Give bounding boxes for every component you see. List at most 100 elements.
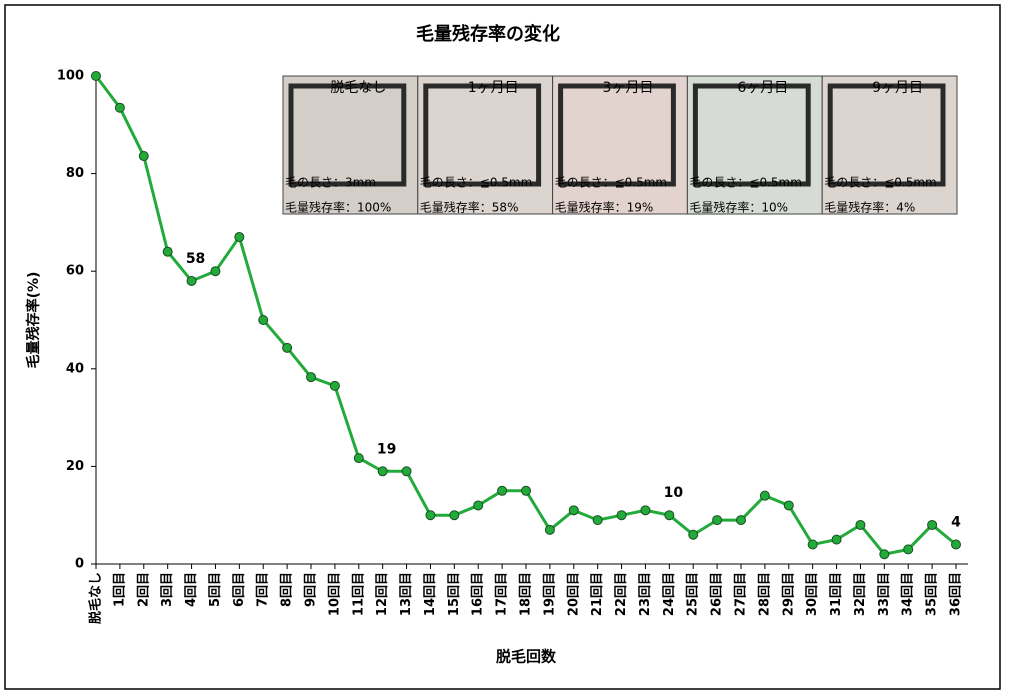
- data-point: [927, 519, 938, 530]
- photo-frame: [558, 83, 676, 187]
- photo-rate: 毛量残存率：58%: [420, 200, 519, 215]
- photo-frame: [827, 83, 946, 187]
- data-point: [473, 500, 484, 511]
- data-point: [544, 524, 555, 535]
- photo-length: 毛の長さ：3mm: [285, 176, 376, 190]
- y-tick-label: 100: [57, 69, 84, 84]
- x-tick-label: 36回目: [949, 572, 964, 616]
- x-tick-label: 6回目: [232, 572, 247, 607]
- data-point: [210, 266, 221, 277]
- x-tick-label: 17回目: [495, 572, 510, 616]
- x-tick-label: 16回目: [471, 572, 486, 616]
- photo: [282, 75, 419, 215]
- photo-frame: [288, 83, 407, 187]
- photo-rate: 毛量残存率：19%: [555, 200, 654, 215]
- x-tick-label: 10回目: [327, 572, 342, 616]
- x-tick-label: 34回目: [901, 572, 916, 616]
- data-point: [306, 372, 316, 383]
- data-point: [425, 510, 436, 521]
- x-tick-label: 15回目: [447, 572, 462, 616]
- data-point: [855, 519, 866, 530]
- data-label: 10: [664, 485, 684, 501]
- x-tick-label: 21回目: [590, 572, 605, 616]
- data-point: [616, 510, 627, 521]
- photo: [821, 75, 958, 215]
- x-axis-label: 脱毛回数: [496, 648, 557, 666]
- data-point: [401, 466, 412, 477]
- x-tick-label: 23回目: [638, 572, 653, 616]
- data-point: [258, 315, 269, 325]
- photo-label: 3ヶ月目: [603, 80, 654, 96]
- data-label: 4: [951, 514, 961, 530]
- x-tick-label: 27回目: [734, 572, 749, 616]
- data-point: [521, 485, 531, 496]
- photo: [686, 75, 823, 215]
- data-point: [138, 151, 149, 162]
- y-tick-label: 20: [66, 459, 84, 474]
- photo-length: 毛の長さ：≦0.5mm: [689, 176, 802, 190]
- data-point: [162, 246, 173, 257]
- x-tick-label: 25回目: [686, 572, 701, 616]
- x-tick-label: 18回目: [519, 572, 534, 616]
- y-tick-label: 40: [66, 361, 84, 376]
- x-tick-label: 12回目: [375, 572, 390, 616]
- x-tick-label: 35回目: [925, 572, 940, 616]
- photo-label: 9ヶ月目: [872, 80, 923, 96]
- data-point: [640, 505, 651, 516]
- chart-title: 毛量残存率の変化: [416, 23, 560, 45]
- x-tick-label: 28回目: [757, 572, 772, 616]
- x-tick-label: 3回目: [160, 572, 175, 607]
- data-point: [329, 380, 340, 391]
- photo-rate: 毛量残存率：10%: [689, 200, 788, 215]
- data-point: [114, 102, 125, 113]
- y-tick-label: 60: [66, 264, 84, 279]
- photo-label: 脱毛なし: [330, 80, 386, 96]
- photo-length: 毛の長さ：≦0.5mm: [824, 176, 937, 190]
- data-point: [807, 539, 818, 550]
- photo: [552, 75, 688, 215]
- photo-rate: 毛量残存率：100%: [285, 200, 391, 215]
- x-tick-label: 4回目: [184, 572, 199, 607]
- data-point: [951, 539, 961, 550]
- photo-frame: [692, 83, 811, 187]
- data-point: [234, 232, 245, 243]
- photo-frame: [423, 83, 542, 187]
- data-point: [831, 534, 842, 545]
- x-tick-label: 22回目: [614, 572, 629, 616]
- photo-length: 毛の長さ：≦0.5mm: [555, 176, 668, 190]
- x-tick-label: 13回目: [399, 572, 414, 616]
- x-tick-label: 14回目: [423, 572, 438, 616]
- x-tick-label: 19回目: [542, 572, 557, 616]
- x-tick-label: 31回目: [829, 572, 844, 616]
- data-point: [449, 510, 460, 521]
- data-point: [688, 529, 699, 540]
- data-point: [353, 453, 364, 464]
- photo-length: 毛の長さ：≦0.5mm: [420, 176, 533, 190]
- x-tick-label: 2回目: [136, 572, 151, 607]
- y-tick-label: 80: [66, 166, 84, 181]
- x-tick-label: 7回目: [256, 572, 271, 607]
- data-point: [664, 510, 675, 521]
- x-tick-label: 9回目: [304, 572, 319, 607]
- x-tick-label: 29回目: [781, 572, 796, 616]
- x-tick-label: 20回目: [566, 572, 581, 616]
- data-point: [759, 490, 770, 501]
- x-tick-label: 30回目: [805, 572, 820, 616]
- data-point: [712, 515, 723, 526]
- x-tick-label: 脱毛なし: [88, 572, 104, 624]
- data-point: [282, 342, 293, 353]
- x-tick-label: 8回目: [280, 572, 295, 607]
- data-label: 19: [377, 441, 396, 457]
- x-tick-label: 26回目: [710, 572, 725, 616]
- photo-label: 1ヶ月目: [468, 80, 519, 96]
- data-point: [568, 505, 579, 516]
- data-point: [736, 515, 746, 526]
- data-point: [497, 485, 508, 496]
- photo: [417, 75, 554, 215]
